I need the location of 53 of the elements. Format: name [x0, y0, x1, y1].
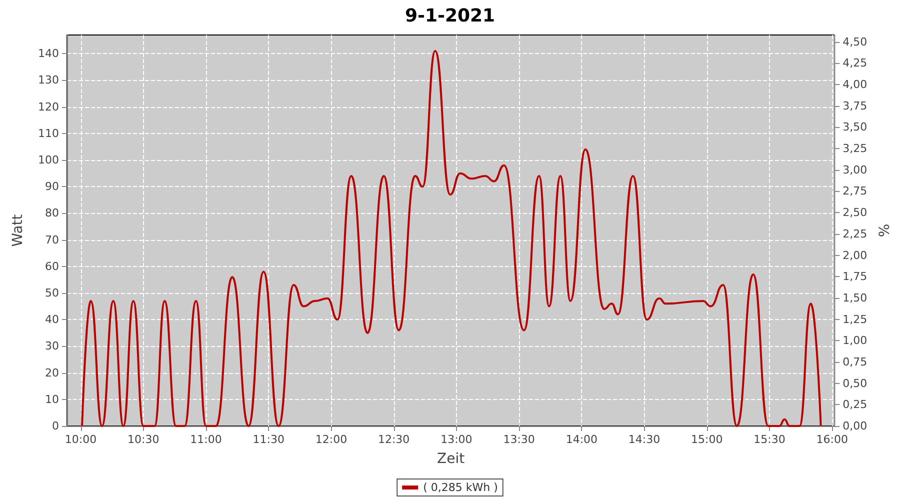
y2-tick-label: 0,00 — [842, 420, 868, 432]
y-tick-label: 120 — [38, 100, 59, 114]
y-tick-label: 110 — [38, 126, 59, 140]
x-tick-label: 15:00 — [691, 433, 723, 446]
y2-tick-label: 1,50 — [842, 291, 868, 304]
y-tick-label: 100 — [38, 154, 59, 167]
y2-tick-label: 0,25 — [842, 398, 868, 412]
y-tick-label: 80 — [45, 206, 59, 220]
x-tick-label: 14:00 — [566, 433, 598, 446]
y2-tick-label: 2,75 — [842, 184, 868, 198]
y2-tick-label: 2,00 — [842, 248, 868, 262]
chart-title: 9-1-2021 — [404, 6, 496, 26]
y2-tick-label: 4,25 — [842, 56, 868, 70]
y-tick-label: 140 — [38, 47, 59, 60]
y-tick-label: 130 — [38, 74, 59, 87]
y-tick-label: 70 — [45, 233, 59, 246]
x-tick-label: 11:30 — [252, 433, 284, 446]
legend-label: ( 0,285 kWh ) — [423, 481, 498, 494]
x-tick-label: 13:30 — [503, 433, 535, 446]
y2-tick-label: 0,75 — [842, 355, 868, 368]
x-tick-label: 10:30 — [128, 433, 160, 446]
y-tick-label: 30 — [45, 340, 59, 353]
y2-tick-label: 4,00 — [842, 78, 868, 92]
y2-tick-label: 1,00 — [842, 334, 868, 348]
y2-tick-label: 1,25 — [842, 312, 868, 326]
x-axis-title: Zeit — [437, 451, 466, 467]
x-tick-label: 12:30 — [378, 433, 410, 446]
y2-tick-label: 3,50 — [842, 120, 868, 134]
x-tick-label: 13:00 — [440, 433, 472, 446]
y2-tick-label: 0,50 — [842, 376, 868, 390]
y-tick-label: 60 — [45, 260, 59, 273]
x-tick-label: 11:00 — [190, 433, 222, 446]
y2-tick-label: 3,75 — [842, 99, 868, 112]
x-tick-label: 15:30 — [754, 433, 786, 446]
y2-tick-label: 3,00 — [842, 163, 868, 176]
y2-tick-label: 4,50 — [842, 35, 868, 48]
y2-tick-label: 1,75 — [842, 270, 868, 284]
y-tick-label: 0 — [52, 420, 59, 432]
y-tick-label: 90 — [45, 180, 59, 194]
y2-tick-label: 2,25 — [842, 227, 868, 240]
y2-tick-label: 2,50 — [842, 206, 868, 220]
line-series — [81, 50, 822, 427]
y-axis-title: Watt — [10, 214, 26, 247]
y-tick-label: 10 — [45, 392, 59, 406]
y2-axis-title: % — [877, 224, 893, 238]
y-tick-label: 40 — [45, 313, 59, 326]
y2-tick-label: 3,25 — [842, 142, 868, 156]
x-tick-label: 10:00 — [64, 433, 97, 446]
y-tick-label: 20 — [45, 366, 59, 380]
y-tick-label: 50 — [45, 286, 59, 300]
x-tick-label: 14:30 — [628, 433, 660, 446]
x-tick-label: 16:00 — [816, 433, 848, 446]
x-tick-label: 12:00 — [315, 433, 348, 446]
